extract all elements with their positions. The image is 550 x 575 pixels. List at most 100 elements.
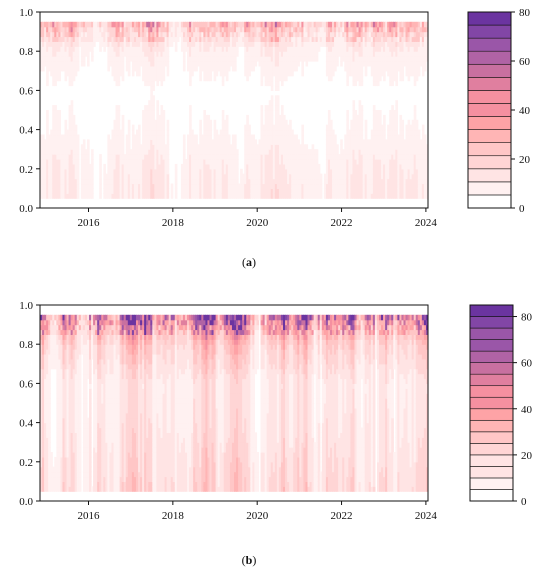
heatmap-cell xyxy=(138,178,141,185)
heatmap-cell xyxy=(117,149,121,155)
heatmap-cell xyxy=(395,139,398,145)
heatmap-cell xyxy=(393,129,396,136)
heatmap-cell xyxy=(250,173,253,180)
heatmap-cell xyxy=(215,46,219,52)
heatmap-cell xyxy=(42,344,45,350)
heatmap-cell xyxy=(340,144,343,150)
heatmap-cell xyxy=(274,21,278,28)
heatmap-cell xyxy=(107,193,111,199)
heatmap-cell xyxy=(248,31,251,38)
heatmap-cell xyxy=(111,70,115,77)
heatmap-cell xyxy=(285,178,288,185)
heatmap-cell xyxy=(387,168,390,175)
heatmap-cell xyxy=(336,46,339,52)
heatmap-cell xyxy=(86,36,90,42)
heatmap-cell xyxy=(348,173,351,180)
heatmap-cell xyxy=(274,144,278,150)
heatmap-cell xyxy=(64,461,68,468)
heatmap-cell xyxy=(403,144,407,150)
heatmap-cell xyxy=(48,398,51,404)
heatmap-cell xyxy=(293,56,296,62)
heatmap-cell xyxy=(381,124,384,131)
heatmap-cell xyxy=(76,188,80,194)
heatmap-cell xyxy=(376,110,380,116)
heatmap-cell xyxy=(421,51,425,57)
heatmap-cell xyxy=(42,383,45,389)
heatmap-cell xyxy=(256,36,260,42)
heatmap-cell xyxy=(291,163,294,170)
heatmap-cell xyxy=(131,46,135,52)
heatmap-cell xyxy=(266,173,270,180)
heatmap-cell xyxy=(387,139,390,145)
heatmap-cell xyxy=(42,471,45,478)
heatmap-cell xyxy=(383,21,386,28)
heatmap-cell xyxy=(287,144,290,150)
heatmap-cell xyxy=(158,70,162,77)
heatmap-cell xyxy=(372,129,376,136)
heatmap-cell xyxy=(425,144,428,150)
heatmap-cell xyxy=(219,168,223,175)
heatmap-cell xyxy=(272,46,276,52)
heatmap-cell xyxy=(332,139,335,145)
heatmap-cell xyxy=(311,41,315,47)
heatmap-cell xyxy=(199,26,202,33)
heatmap-cell xyxy=(364,173,368,180)
heatmap-cell xyxy=(91,193,94,199)
heatmap-cell xyxy=(60,476,64,482)
heatmap-cell xyxy=(372,119,376,126)
heatmap-cell xyxy=(148,139,151,145)
heatmap-cell xyxy=(162,56,166,62)
heatmap-cell xyxy=(354,65,358,72)
heatmap-cell xyxy=(260,36,264,42)
heatmap-cell xyxy=(358,154,362,160)
heatmap-cell xyxy=(52,105,55,111)
heatmap-cell xyxy=(199,178,202,185)
heatmap-cell xyxy=(423,178,427,185)
heatmap-cell xyxy=(391,159,394,165)
heatmap-cell xyxy=(393,178,396,185)
heatmap-cell xyxy=(264,46,268,52)
heatmap-cell xyxy=(68,46,72,52)
heatmap-cell xyxy=(52,110,55,116)
heatmap-cell xyxy=(211,193,215,199)
heatmap-cell xyxy=(162,110,166,116)
heatmap-cell xyxy=(160,31,164,38)
heatmap-cell xyxy=(362,193,366,199)
heatmap-cell xyxy=(64,314,68,321)
heatmap-cell xyxy=(293,31,296,38)
heatmap-cell xyxy=(254,31,258,38)
heatmap-cell xyxy=(184,21,188,28)
heatmap-cell xyxy=(278,46,282,52)
heatmap-cell xyxy=(338,41,341,47)
heatmap-cell xyxy=(184,159,188,165)
heatmap-cell xyxy=(272,154,276,160)
heatmap-cell xyxy=(148,159,151,165)
heatmap-cell xyxy=(325,129,329,136)
heatmap-cell xyxy=(82,149,86,155)
heatmap-cell xyxy=(325,36,329,42)
heatmap-cell xyxy=(295,56,298,62)
heatmap-cell xyxy=(172,21,176,28)
heatmap-cell xyxy=(125,41,129,47)
heatmap-cell xyxy=(82,144,86,150)
heatmap-cell xyxy=(52,134,55,140)
heatmap-cell xyxy=(374,163,378,170)
heatmap-cell xyxy=(240,178,243,185)
heatmap-cell xyxy=(395,134,398,140)
heatmap-cell xyxy=(301,21,305,28)
heatmap-cell xyxy=(313,51,317,57)
heatmap-cell xyxy=(129,41,133,47)
heatmap-cell xyxy=(376,31,380,38)
heatmap-cell xyxy=(56,388,59,394)
heatmap-cell xyxy=(231,163,235,170)
heatmap-cell xyxy=(311,56,315,62)
heatmap-cell xyxy=(425,193,428,199)
heatmap-cell xyxy=(287,163,290,170)
heatmap-cell xyxy=(272,31,276,38)
heatmap-cell xyxy=(219,129,223,136)
heatmap-cell xyxy=(48,149,51,155)
heatmap-cell xyxy=(358,163,362,170)
heatmap-cell xyxy=(138,188,141,194)
heatmap-cell xyxy=(264,21,268,28)
heatmap-cell xyxy=(148,56,151,62)
